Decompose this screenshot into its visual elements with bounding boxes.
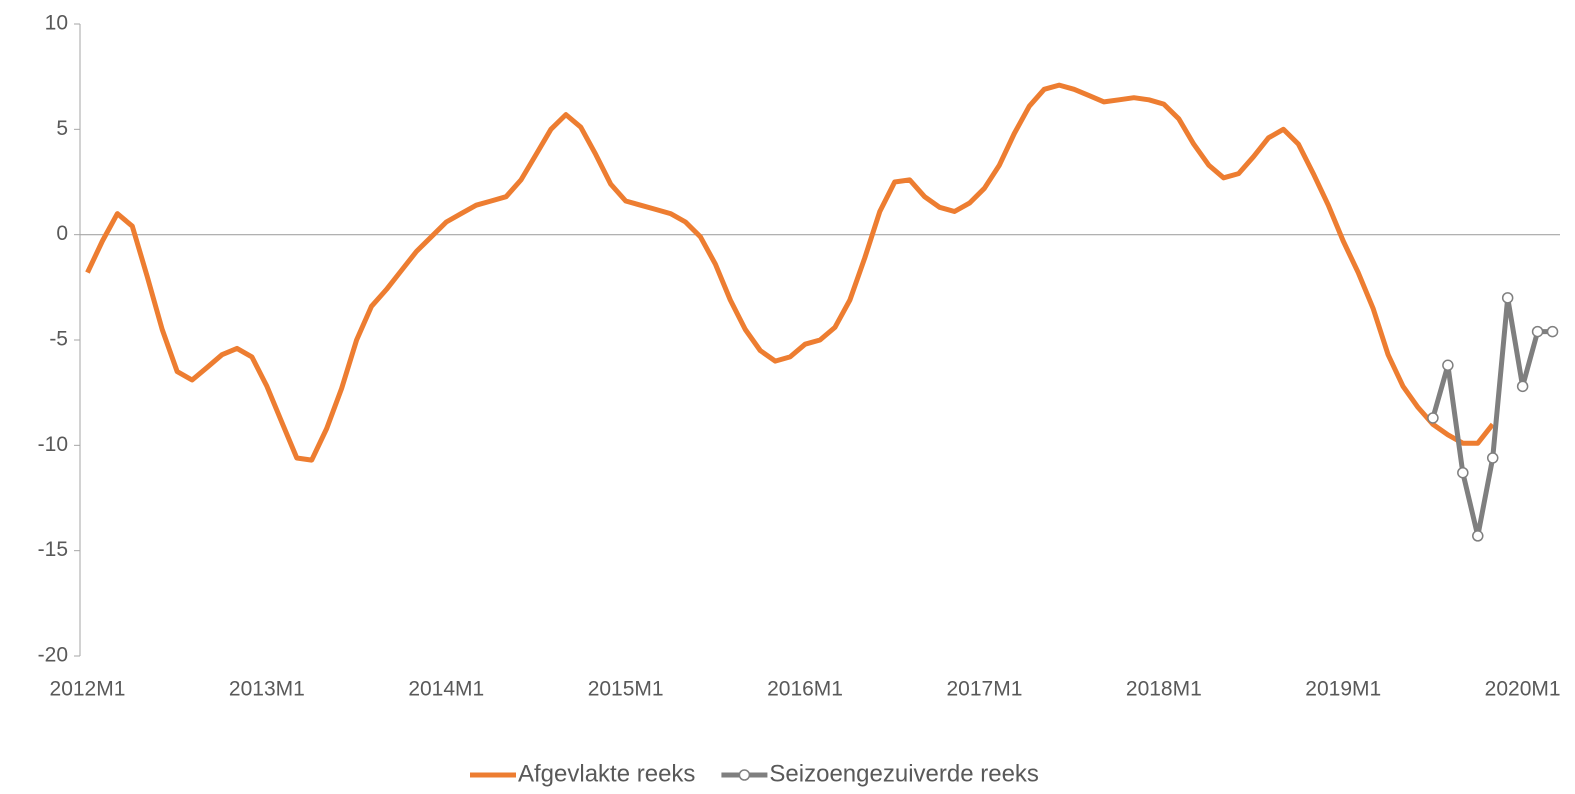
x-tick-label: 2018M1 — [1126, 678, 1202, 701]
x-tick-label: 2017M1 — [946, 678, 1022, 701]
y-tick-label: -5 — [49, 328, 68, 351]
y-tick-label: -15 — [38, 538, 68, 561]
x-tick-label: 2014M1 — [408, 678, 484, 701]
x-tick-label: 2016M1 — [767, 678, 843, 701]
x-tick-label: 2020M1 — [1485, 678, 1561, 701]
y-tick-label: -10 — [38, 433, 68, 456]
point-marker — [1531, 325, 1544, 338]
point-marker — [1457, 466, 1469, 479]
point-marker — [1546, 325, 1559, 338]
x-tick-label: 2019M1 — [1305, 678, 1381, 701]
legend-label: Seizoengezuiverde reeks — [769, 760, 1039, 787]
point-marker — [1472, 530, 1484, 542]
y-tick-label: 0 — [56, 222, 68, 245]
y-tick-label: 10 — [45, 12, 68, 35]
legend-label: Afgevlakte reeks — [518, 760, 695, 787]
x-tick-label: 2013M1 — [229, 678, 305, 701]
point-marker — [1427, 412, 1439, 424]
point-marker — [1516, 380, 1529, 393]
point-marker — [1501, 292, 1514, 304]
y-tick-label: -20 — [38, 644, 68, 667]
y-tick-label: 5 — [56, 117, 68, 140]
x-tick-label: 2015M1 — [588, 678, 664, 701]
point-marker — [1486, 452, 1499, 464]
point-marker — [1442, 359, 1454, 372]
series-line — [85, 82, 1495, 463]
x-tick-label: 2012M1 — [50, 678, 126, 701]
legend-marker — [738, 769, 751, 781]
